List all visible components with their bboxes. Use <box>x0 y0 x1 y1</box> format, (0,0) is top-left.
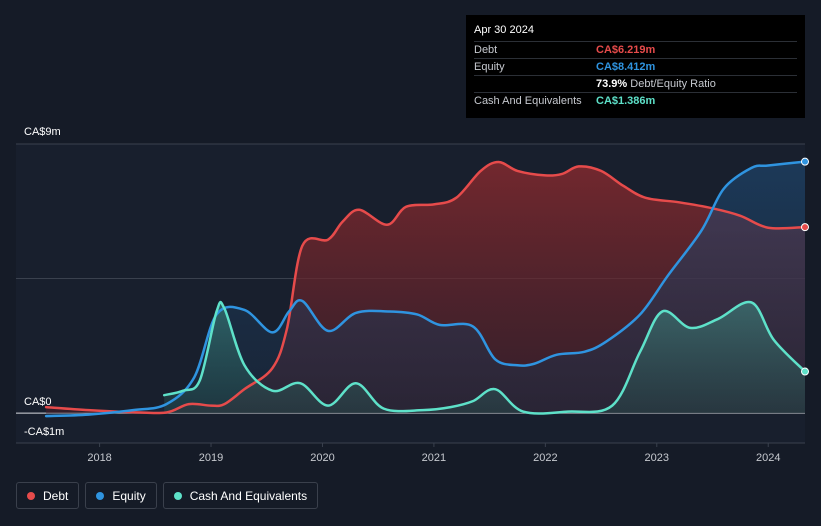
tooltip-ratio-value: 73.9% <box>596 78 628 90</box>
legend-debt-dot-icon <box>27 491 35 500</box>
x-tick-label: 2021 <box>422 452 446 464</box>
tooltip-date: Apr 30 2024 <box>474 24 534 36</box>
cash-and-equivalents-end-point <box>801 367 809 376</box>
tooltip-cash-value: CA$1.386m <box>596 95 656 107</box>
cash-and-equivalents-line <box>162 300 807 415</box>
tooltip-ratio-label <box>474 76 596 92</box>
tooltip-ratio: 73.9% Debt/Equity Ratio <box>596 76 716 92</box>
equity-line <box>44 160 807 418</box>
tooltip-row-ratio: 73.9% Debt/Equity Ratio <box>474 75 797 92</box>
cash-and-equivalents-area <box>164 301 806 414</box>
tooltip-ratio-suffix: Debt/Equity Ratio <box>630 78 716 90</box>
x-tick-label: 2024 <box>756 452 780 464</box>
x-tick-label: 2022 <box>533 452 557 464</box>
tooltip-debt-value: CA$6.219m <box>596 44 656 56</box>
legend-item-equity[interactable]: Equity <box>85 482 157 509</box>
legend-item-debt[interactable]: Debt <box>16 482 80 509</box>
tooltip-row-debt: Debt CA$6.219m <box>474 41 797 58</box>
legend-equity-label: Equity <box>112 488 146 503</box>
tooltip-cash-label: Cash And Equivalents <box>474 95 582 107</box>
debt-line <box>44 160 807 415</box>
legend-cash-dot-icon <box>173 491 182 500</box>
legend-cash-label: Cash And Equivalents <box>189 488 308 503</box>
tooltip-row-equity: Equity CA$8.412m <box>474 58 797 75</box>
legend-equity-dot-icon <box>96 491 105 500</box>
legend-debt-label: Debt <box>43 488 69 503</box>
debt-end-point <box>801 223 809 232</box>
x-tick-label: 2019 <box>199 452 223 464</box>
x-tick-label: 2018 <box>87 452 111 464</box>
x-tick-label: 2020 <box>310 452 334 464</box>
chart-legend: Debt Equity Cash And Equivalents <box>16 482 319 509</box>
tooltip-row-cash: Cash And Equivalents CA$1.386m <box>474 92 797 109</box>
legend-item-cash[interactable]: Cash And Equivalents <box>162 482 319 509</box>
tooltip-equity-value: CA$8.412m <box>596 61 656 73</box>
x-tick-label: 2023 <box>645 452 669 464</box>
tooltip-panel: Apr 30 2024 Debt CA$6.219m Equity CA$8.4… <box>466 15 805 118</box>
y-tick-label: CA$0 <box>24 396 52 408</box>
tooltip-equity-label: Equity <box>474 61 505 73</box>
y-tick-label: CA$9m <box>24 126 61 138</box>
equity-end-point <box>801 157 809 166</box>
y-tick-label: -CA$1m <box>24 426 64 438</box>
tooltip-debt-label: Debt <box>474 44 498 56</box>
